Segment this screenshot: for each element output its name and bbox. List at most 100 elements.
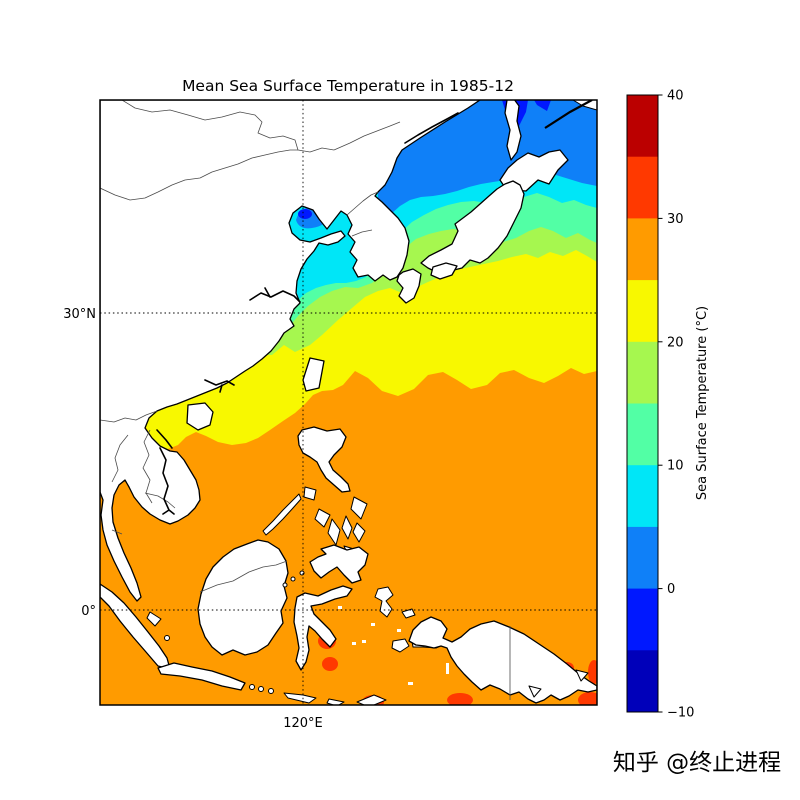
border-china-nkorea xyxy=(346,191,379,216)
river-pearl xyxy=(204,379,235,386)
border-korea-dmz xyxy=(351,229,373,237)
micro-island xyxy=(446,663,449,674)
land-kai xyxy=(528,685,542,698)
land-palawan xyxy=(262,493,302,536)
land-sulu-islet xyxy=(290,576,296,582)
micro-island xyxy=(352,642,356,645)
map-area xyxy=(100,100,597,705)
chart-title: Mean Sea Surface Temperature in 1985-12 xyxy=(182,77,514,95)
land-asia-mainland xyxy=(100,100,481,602)
micro-island xyxy=(408,682,413,685)
land-cebu xyxy=(341,515,353,540)
colorbar-outline xyxy=(626,94,659,713)
land-honshu xyxy=(420,180,525,274)
lat-tick-label-equator: 0° xyxy=(81,604,96,619)
river-mekong xyxy=(159,447,175,515)
border-borneo xyxy=(199,560,288,593)
border-china-vietnam xyxy=(100,410,158,423)
border-mongolia-china xyxy=(100,149,298,201)
colorbar-tick-label: 10 xyxy=(667,459,684,474)
land-timor xyxy=(356,694,387,705)
colorbar-ticks: 40 30 20 10 0 −10 xyxy=(658,89,694,721)
border-china-russia-ne xyxy=(333,121,401,151)
colorbar-segment xyxy=(627,588,658,651)
land-borneo xyxy=(197,539,289,656)
land-leyte xyxy=(352,522,366,543)
colorbar-segments xyxy=(627,95,658,713)
river-yangtze-stub xyxy=(264,287,271,298)
colorbar-segment xyxy=(627,341,658,404)
map-frame xyxy=(99,99,598,706)
colorbar-segment xyxy=(627,156,658,219)
land-lombok xyxy=(258,686,264,692)
lat-tick-label-30n: 30°N xyxy=(63,307,96,322)
colorbar-segment xyxy=(627,403,658,466)
land-new-guinea xyxy=(408,616,597,704)
land-samar xyxy=(350,496,368,520)
colorbar-segment xyxy=(627,526,658,590)
rivers xyxy=(156,112,459,515)
colorbar-axis-label: Sea Surface Temperature (°C) xyxy=(695,306,710,500)
micro-island xyxy=(371,623,375,626)
warm-patch xyxy=(447,693,473,705)
land-mindoro xyxy=(303,486,317,501)
colorbar-segment xyxy=(627,280,658,343)
border-russia-mongolia xyxy=(121,100,335,153)
micro-island xyxy=(547,689,552,693)
gridlines xyxy=(100,100,597,705)
land-flores xyxy=(283,692,317,704)
colorbar-segment xyxy=(627,95,658,158)
river-amur xyxy=(404,112,459,144)
land-islet xyxy=(164,635,170,641)
land-halmahera xyxy=(374,586,394,618)
colorbar-tick-label: 20 xyxy=(667,335,684,350)
colorbar-tick-label: 30 xyxy=(667,212,684,227)
warm-patch xyxy=(588,660,597,684)
colorbar-segment xyxy=(627,465,658,528)
colorbar-tick-label: −10 xyxy=(667,706,694,721)
micro-island xyxy=(338,606,342,609)
colorbar-segment xyxy=(627,650,658,713)
colorbar-tick-label: 0 xyxy=(667,582,675,597)
watermark-text: 知乎 @终止进程 xyxy=(613,750,781,776)
colorbar-tick-label: 40 xyxy=(667,89,684,104)
land-kyushu xyxy=(396,268,422,304)
sst-band-0-5C xyxy=(378,100,597,232)
land-sakhalin xyxy=(504,100,522,161)
border-thai-malay xyxy=(111,529,123,535)
sst-band-neg5-0C-bohai xyxy=(298,209,312,219)
land-mindanao xyxy=(309,544,369,584)
lon-tick-label-120e: 120°E xyxy=(283,716,323,731)
land-taiwan xyxy=(302,357,325,392)
land-hainan xyxy=(186,402,214,431)
colorbar: 40 30 20 10 0 −10 Sea Surface Temperatur… xyxy=(626,89,710,721)
border-thailand-myanmar xyxy=(111,434,129,483)
sst-band-neg5-0C-okhotsk xyxy=(534,100,551,111)
land-sulu-islet xyxy=(282,582,288,588)
warm-patch xyxy=(578,692,597,705)
land-masses xyxy=(100,100,597,705)
colorbar-segment xyxy=(627,218,658,281)
land-bangka xyxy=(146,611,162,627)
river-pearl-stub xyxy=(219,384,223,393)
micro-island xyxy=(397,629,401,632)
land-islet-north-of-ng xyxy=(401,608,416,619)
land-panay xyxy=(314,508,331,528)
land-sumbawa xyxy=(268,688,274,694)
warm-patch xyxy=(322,657,338,671)
land-java xyxy=(157,662,246,691)
land-shikoku xyxy=(430,262,458,280)
border-cambodia xyxy=(144,492,176,509)
land-luzon xyxy=(297,426,351,493)
land-negros xyxy=(327,518,341,546)
land-sumba xyxy=(326,698,345,705)
land-sulawesi xyxy=(293,585,353,671)
land-aru xyxy=(575,669,589,682)
micro-island xyxy=(362,640,366,643)
land-buru xyxy=(391,638,410,653)
kuril-islands-line xyxy=(544,100,593,129)
country-borders xyxy=(100,100,511,700)
river-yangtze xyxy=(249,290,301,303)
land-bali xyxy=(249,684,255,690)
